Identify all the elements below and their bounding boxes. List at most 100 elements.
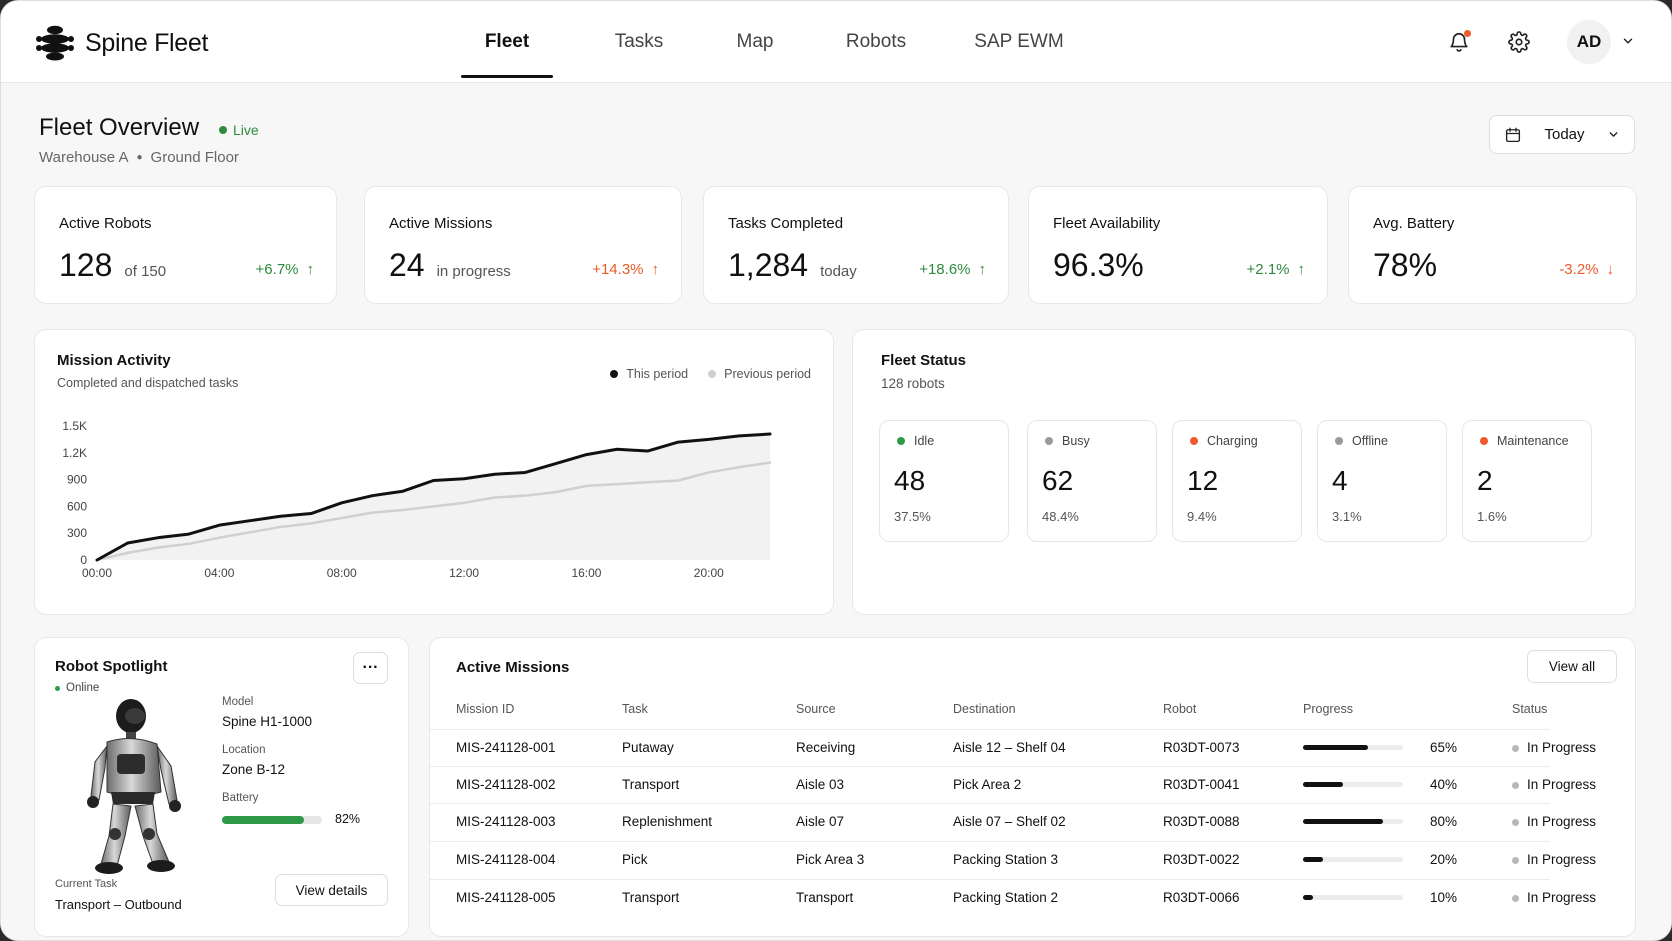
battery-label: Battery [222,792,259,804]
breadcrumb-warehouse[interactable]: Warehouse A [39,149,129,166]
cell-mission-id[interactable]: MIS-241128-004 [456,852,556,867]
nav-tab-tasks[interactable]: Tasks [614,31,664,52]
status-dot [1335,437,1343,445]
cell-mission-id[interactable]: MIS-241128-002 [456,777,556,792]
cell-mission-id[interactable]: MIS-241128-001 [456,740,556,755]
status-percent: 1.6% [1477,509,1507,524]
kpi-value: 128 of 150 [59,247,166,284]
legend-this-period[interactable]: This period [610,367,688,381]
cell-source: Pick Area 3 [796,852,865,867]
battery-bar-fill [222,816,304,824]
kpi-value: 96.3% [1053,247,1144,284]
fleet-status-card: Fleet Status 128 robots Idle 48 37.5% Bu… [852,329,1636,615]
status-count: 62 [1042,465,1074,496]
table-row[interactable]: MIS-241128-001 Putaway Receiving Aisle 1… [430,729,1596,765]
more-options-button[interactable]: ··· [353,652,388,684]
robot-status-label: Online [66,682,100,694]
user-avatar[interactable]: AD [1567,20,1611,64]
status-label: Idle [897,434,934,448]
breadcrumb-floor[interactable]: Ground Floor [150,149,239,166]
progress-bar-fill [1303,782,1343,787]
column-header-source[interactable]: Source [796,702,836,716]
column-header-mission-id[interactable]: Mission ID [456,702,515,716]
progress-bar [1303,745,1403,750]
row-divider [430,841,1550,842]
row-divider [430,879,1550,880]
location-label: Location [222,744,266,756]
settings-button[interactable] [1504,27,1534,57]
cell-robot[interactable]: R03DT-0041 [1163,777,1240,792]
progress-bar-fill [1303,819,1383,824]
date-filter-dropdown[interactable]: Today [1489,115,1635,154]
view-details-button[interactable]: View details [275,874,388,906]
bell-icon [1450,33,1468,52]
mission-activity-card: Mission Activity Completed and dispatche… [34,329,834,615]
kpi-value: 1,284 today [728,247,857,284]
notification-badge [1464,30,1471,37]
y-tick-label: 300 [67,526,87,540]
status-dot [897,437,905,445]
current-task-label: Current Task [55,878,118,890]
column-header-destination[interactable]: Destination [953,702,1016,716]
active-missions-title: Active Missions [456,659,570,676]
nav-tab-robots[interactable]: Robots [845,31,907,52]
status-tile-busy[interactable]: Busy 62 48.4% [1027,420,1157,542]
kpi-label: Fleet Availability [1053,215,1161,232]
nav-tab-fleet[interactable]: Fleet [461,1,553,83]
status-count: 12 [1187,465,1219,496]
view-all-button[interactable]: View all [1527,650,1617,683]
calendar-icon [1505,127,1521,142]
cell-status: In Progress [1512,740,1596,755]
table-row[interactable]: MIS-241128-005 Transport Transport Packi… [430,879,1596,915]
status-tile-idle[interactable]: Idle 48 37.5% [879,420,1009,542]
progress-bar-fill [1303,895,1313,900]
kpi-card-active-robots[interactable]: Active Robots 128 of 150 +6.7% ↑ [34,186,337,304]
column-header-progress[interactable]: Progress [1303,702,1354,716]
app-name: Spine Fleet [85,28,209,57]
status-tile-charging[interactable]: Charging 12 9.4% [1172,420,1302,542]
cell-task: Putaway [622,740,674,755]
cell-robot[interactable]: R03DT-0073 [1163,740,1240,755]
progress-bar [1303,857,1403,862]
cell-robot[interactable]: R03DT-0088 [1163,814,1240,829]
kpi-card-fleet-availability[interactable]: Fleet Availability 96.3% +2.1% ↑ [1028,186,1328,304]
column-header-status[interactable]: Status [1512,702,1548,716]
cell-mission-id[interactable]: MIS-241128-005 [456,890,556,905]
table-row[interactable]: MIS-241128-003 Replenishment Aisle 07 Ai… [430,803,1596,839]
robot-spotlight-title: Robot Spotlight [55,658,168,675]
legend-label: This period [626,367,689,381]
cell-mission-id[interactable]: MIS-241128-003 [456,814,556,829]
status-label: In Progress [1527,740,1597,755]
table-row[interactable]: MIS-241128-004 Pick Pick Area 3 Packing … [430,841,1596,877]
logo[interactable]: Spine Fleet [35,25,208,61]
nav-tab-map[interactable]: Map [736,31,774,52]
status-tile-offline[interactable]: Offline 4 3.1% [1317,420,1447,542]
kpi-card-active-missions[interactable]: Active Missions 24 in progress +14.3% ↑ [364,186,682,304]
nav-tab-sap-ewm[interactable]: SAP EWM [974,31,1064,52]
arrow-up-icon: ↑ [306,261,315,278]
kpi-number: 24 [389,247,425,283]
model-label: Model [222,696,254,708]
cell-robot[interactable]: R03DT-0066 [1163,890,1240,905]
kpi-card-avg-battery[interactable]: Avg. Battery 78% -3.2% ↓ [1348,186,1637,304]
cell-task: Transport [622,777,680,792]
status-label: In Progress [1527,852,1597,867]
column-header-task[interactable]: Task [622,702,648,716]
mission-activity-chart: 0 300 600 900 1.2K 1.5K 00:00 04:00 08:00 12:00 16… [62,419,772,580]
chevron-down-icon[interactable] [1621,34,1635,48]
status-tile-maintenance[interactable]: Maintenance 2 1.6% [1462,420,1592,542]
column-header-robot[interactable]: Robot [1163,702,1197,716]
kpi-sub: today [820,263,857,280]
x-tick-label: 16:00 [571,566,601,580]
kpi-card-tasks-completed[interactable]: Tasks Completed 1,284 today +18.6% ↑ [703,186,1009,304]
cell-robot[interactable]: R03DT-0022 [1163,852,1240,867]
kpi-number: 128 [59,247,113,283]
notifications-button[interactable] [1444,27,1474,57]
row-divider [430,803,1550,804]
table-row[interactable]: MIS-241128-002 Transport Aisle 03 Pick A… [430,766,1596,802]
kpi-value: 78% [1373,247,1437,284]
cell-progress-percent: 65% [1430,740,1458,755]
legend-previous-period[interactable]: Previous period [708,367,811,381]
y-tick-label: 600 [67,499,87,513]
